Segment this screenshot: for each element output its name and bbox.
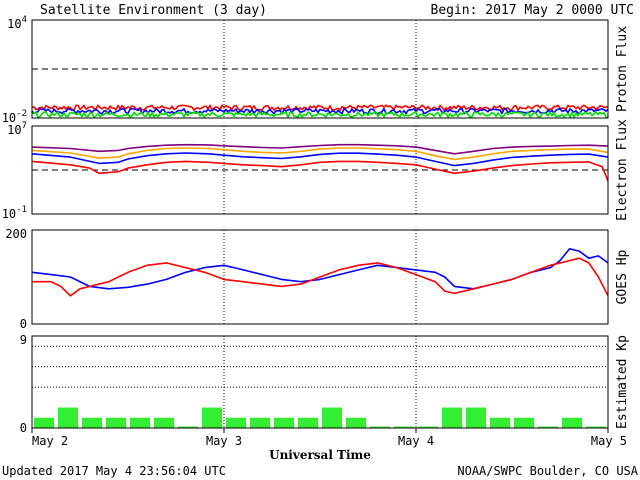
estimated-kp-bar <box>514 417 534 428</box>
proton-flux-y-axis-label: Proton Flux <box>615 26 630 112</box>
estimated-kp-bar <box>562 417 582 428</box>
proton-flux-panel: 104 10-2 Proton Flux <box>2 15 630 125</box>
estimated-kp-bar <box>346 417 366 428</box>
updated-time: Updated 2017 May 4 23:56:04 UTC <box>2 464 226 478</box>
estimated-kp-y-tick-label: 9 <box>20 333 27 347</box>
goes-hp-series-line <box>32 257 609 297</box>
proton-flux-frame <box>31 19 609 119</box>
estimated-kp-bar <box>106 417 126 428</box>
proton-flux-y-tick-label: 104 <box>7 15 27 31</box>
estimated-kp-frame <box>31 335 609 429</box>
estimated-kp-bar <box>274 417 294 428</box>
electron-flux-panel: 107 10-1 Electron Flux <box>2 119 630 221</box>
estimated-kp-y-tick-label: 0 <box>20 421 27 435</box>
proton-flux-series-line <box>31 104 609 112</box>
x-tick-label-may-2: May 2 <box>32 434 68 448</box>
estimated-kp-bar <box>442 407 462 428</box>
estimated-kp-bar <box>490 417 510 428</box>
estimated-kp-bar <box>154 417 174 428</box>
electron-flux-series-line <box>31 143 609 155</box>
estimated-kp-bar <box>322 407 342 428</box>
electron-flux-y-tick-label: 10-1 <box>2 205 27 221</box>
estimated-kp-bar <box>466 407 486 428</box>
estimated-kp-bar <box>178 426 198 428</box>
goes-hp-frame <box>31 229 609 325</box>
credit-text: NOAA/SWPC Boulder, CO USA <box>457 464 638 478</box>
chart-title: Satellite Environment (3 day) <box>40 3 267 18</box>
estimated-kp-bar <box>226 417 246 428</box>
estimated-kp-bar <box>58 407 78 428</box>
electron-flux-frame <box>31 125 609 215</box>
proton-flux-y-tick-label: 10-2 <box>2 109 27 125</box>
goes-hp-y-axis-label: GOES Hp <box>615 249 630 304</box>
estimated-kp-panel: 9 0 Estimated Kp <box>20 333 630 435</box>
estimated-kp-bar <box>394 426 414 428</box>
estimated-kp-bar <box>538 426 558 428</box>
proton-flux-series-line <box>31 111 608 119</box>
goes-hp-y-tick-label: 200 <box>5 227 27 241</box>
estimated-kp-bar <box>298 417 318 428</box>
x-tick-label-may-4: May 4 <box>398 434 434 448</box>
estimated-kp-bar <box>250 417 270 428</box>
x-tick-label-may-5: May 5 <box>591 434 627 448</box>
estimated-kp-bar <box>418 426 438 428</box>
goes-hp-panel: 200 0 GOES Hp <box>5 227 630 331</box>
estimated-kp-bar <box>82 417 102 428</box>
estimated-kp-bar <box>370 426 390 428</box>
x-axis-label: Universal Time <box>269 448 371 462</box>
chart-panels: 104 10-2 Proton Flux 107 10-1 Electron Flux 20… <box>2 15 630 435</box>
electron-flux-series-line <box>31 147 609 161</box>
electron-flux-y-tick-label: 107 <box>7 121 27 137</box>
estimated-kp-bar <box>130 417 150 428</box>
electron-flux-series-line <box>31 160 609 182</box>
estimated-kp-y-axis-label: Estimated Kp <box>615 335 630 429</box>
electron-flux-series-line <box>31 152 609 167</box>
x-tick-label-may-3: May 3 <box>206 434 242 448</box>
begin-time: Begin: 2017 May 2 0000 UTC <box>431 3 635 18</box>
electron-flux-y-axis-label: Electron Flux <box>615 119 630 221</box>
estimated-kp-bar <box>202 407 222 428</box>
goes-hp-y-tick-label: 0 <box>20 317 27 331</box>
estimated-kp-bar <box>34 417 54 428</box>
estimated-kp-bar <box>586 426 606 428</box>
